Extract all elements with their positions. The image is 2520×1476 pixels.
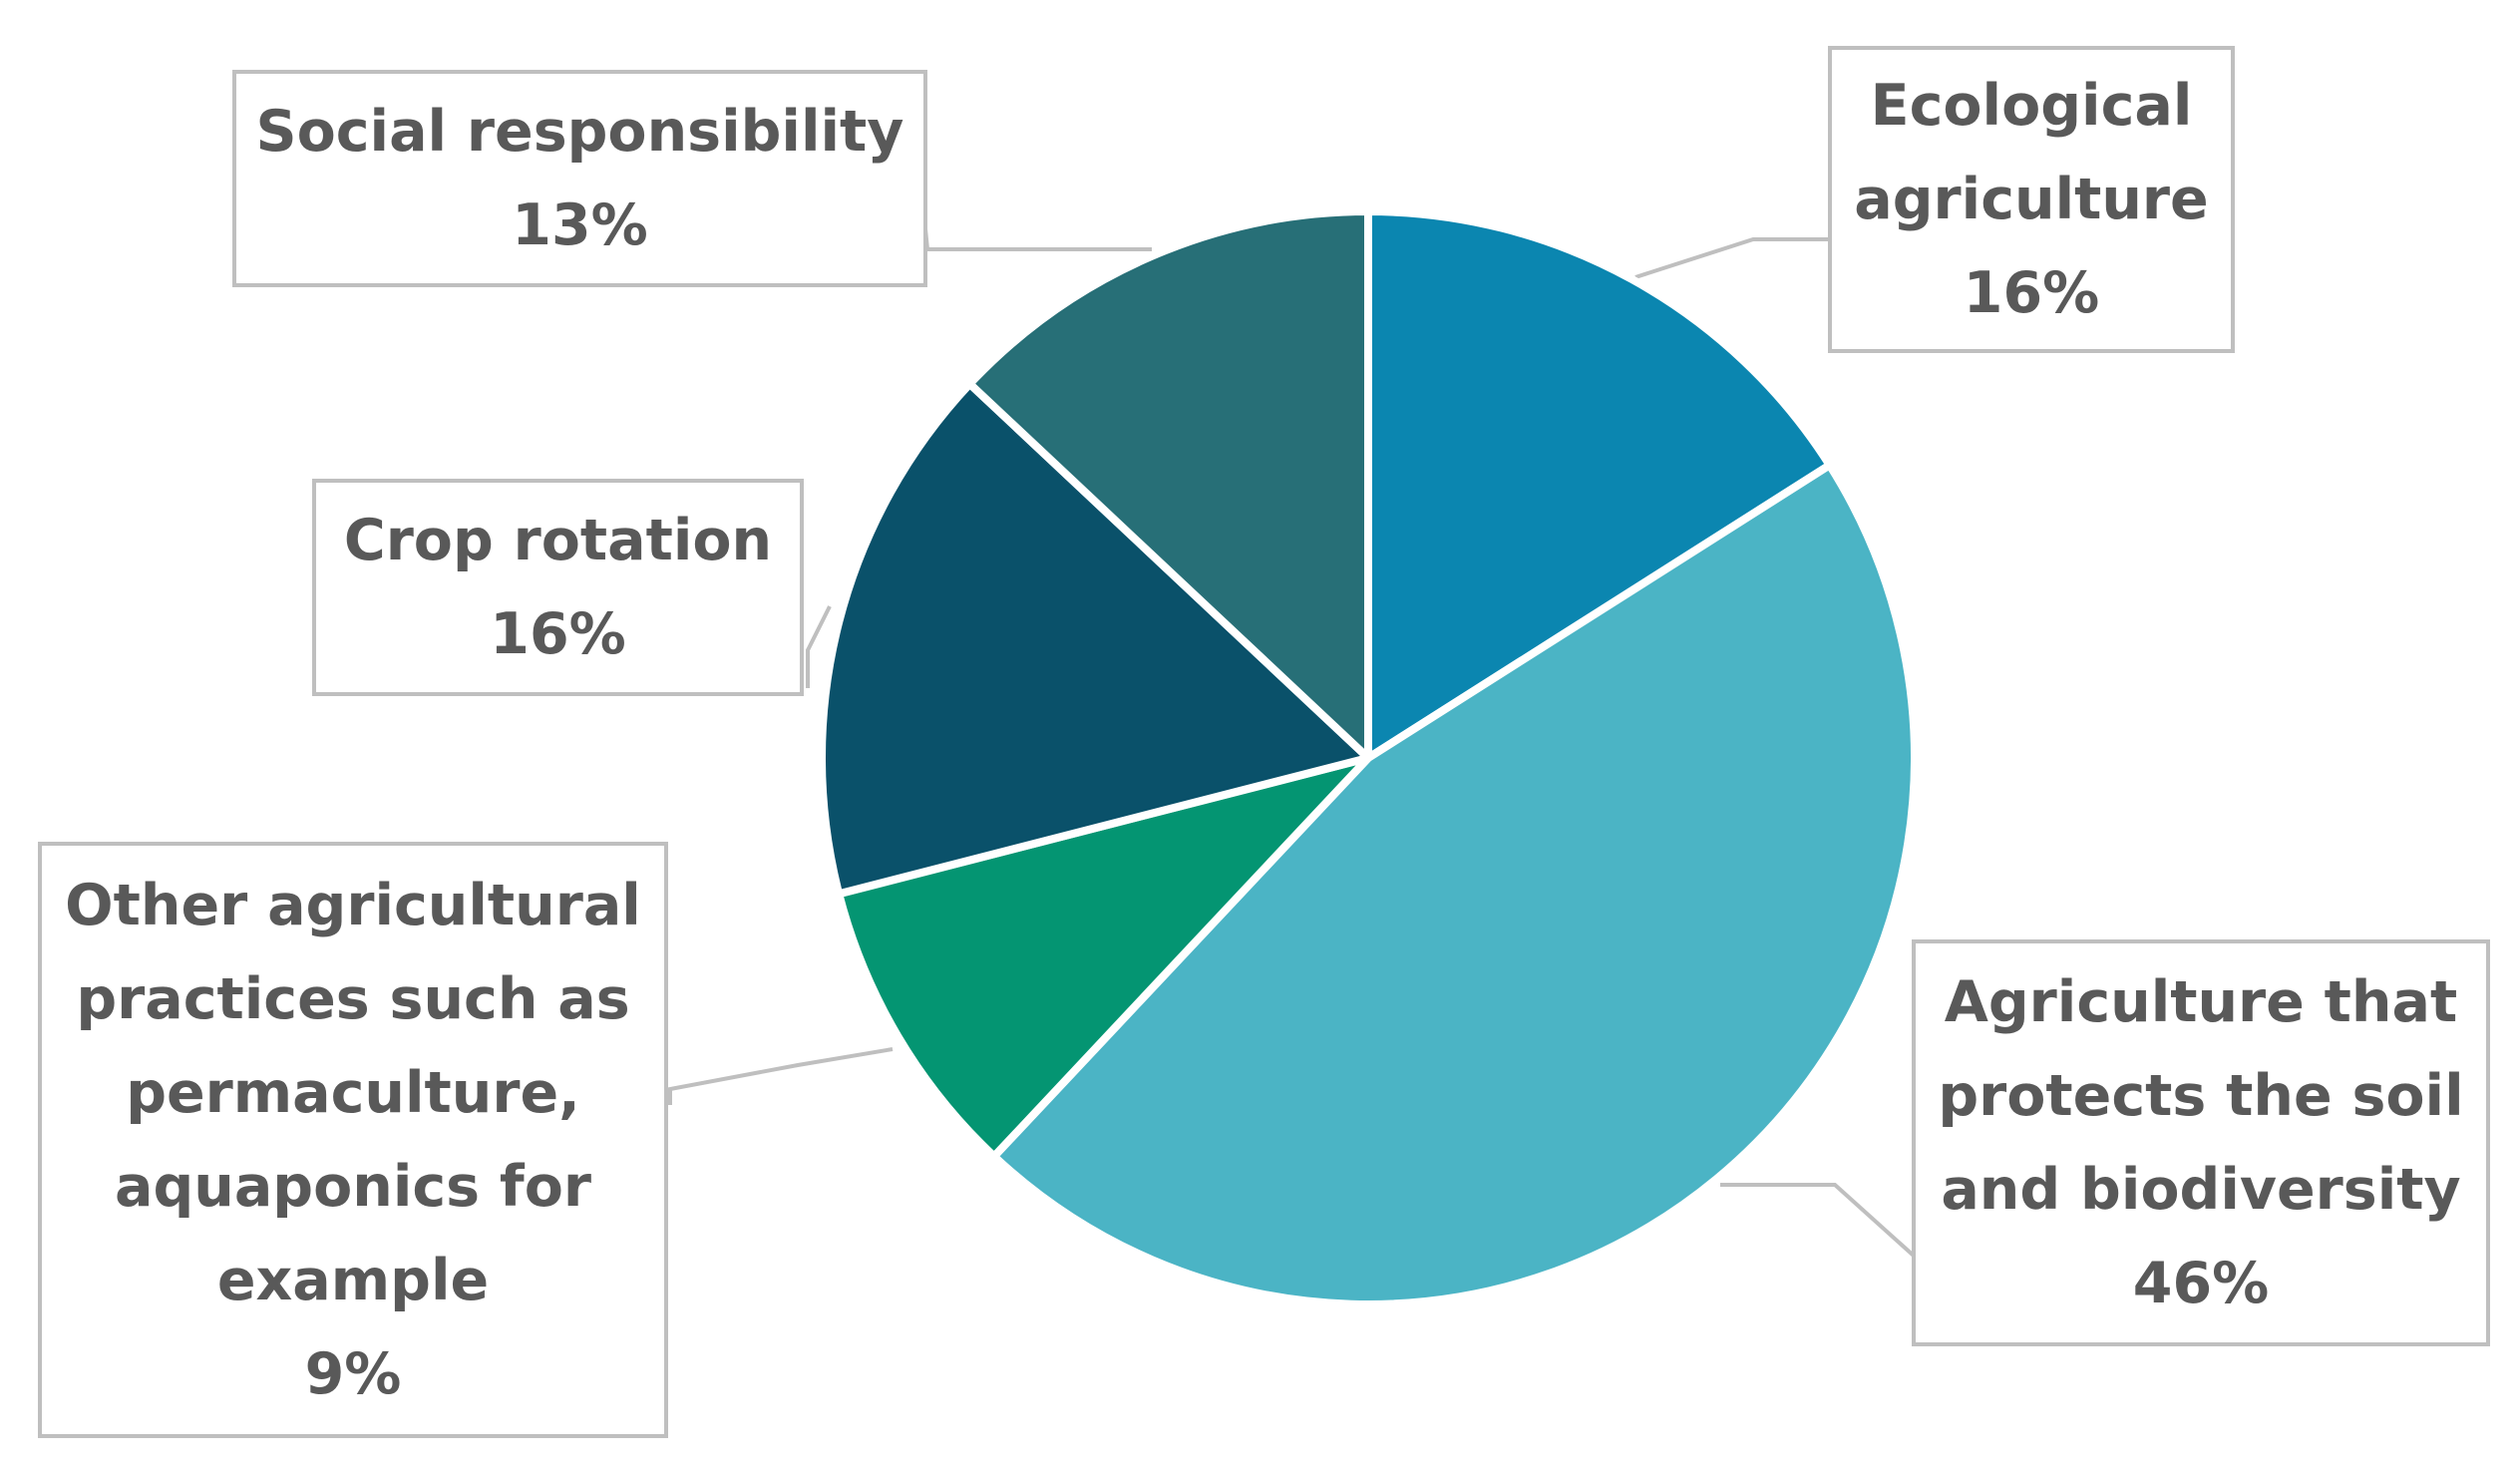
leader-line-protects: [1720, 1183, 1917, 1259]
label-name-line: Social responsibility: [255, 99, 904, 165]
data-label-protects: Agriculture that protects the soil and bio…: [1912, 939, 2490, 1346]
pie-slice-social: [965, 207, 1372, 762]
pie-slice-crop: [818, 379, 1372, 899]
leader-line-social: [920, 198, 1152, 251]
label-percent: 13%: [512, 192, 648, 258]
pie-slice-protects: [989, 461, 1919, 1308]
label-name-line: Agriculture that: [1944, 969, 2458, 1035]
label-name-line: and biodiversity: [1941, 1157, 2461, 1223]
label-percent: 9%: [304, 1341, 402, 1407]
label-name-line: protects the soil: [1938, 1063, 2464, 1129]
pie-slice-ecological: [1364, 207, 1834, 762]
label-name-line: agriculture: [1854, 167, 2209, 232]
label-percent: 16%: [490, 601, 626, 667]
label-percent: 46%: [2132, 1251, 2270, 1316]
label-name-line: Ecological: [1870, 73, 2193, 139]
label-name-line: Other agricultural: [65, 873, 641, 938]
leader-line-crop: [806, 605, 832, 688]
data-label-other: Other agricultural practices such as perma…: [38, 842, 668, 1438]
pie-slices: [818, 207, 1919, 1308]
label-name-line: aquaponics for: [114, 1154, 591, 1220]
data-label-ecological: Ecological agriculture 16%: [1828, 46, 2235, 353]
leader-line-other: [668, 1047, 894, 1105]
data-label-crop: Crop rotation 16%: [312, 479, 804, 696]
pie-slice-other: [835, 754, 1372, 1161]
data-label-social: Social responsibility 13%: [232, 70, 927, 287]
label-name-line: Crop rotation: [343, 508, 773, 573]
label-name-line: example: [216, 1248, 490, 1313]
label-name-line: permaculture,: [126, 1060, 580, 1126]
label-percent: 16%: [1963, 260, 2100, 326]
label-name-line: practices such as: [76, 966, 630, 1032]
